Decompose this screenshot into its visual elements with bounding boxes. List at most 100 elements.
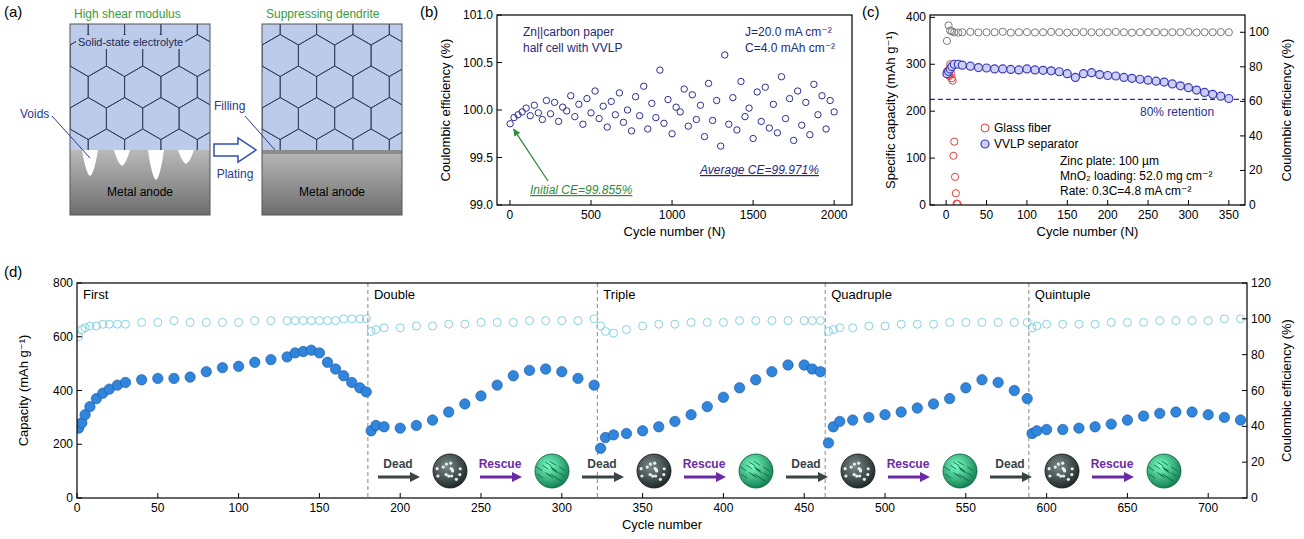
x-tick <box>509 200 510 205</box>
data-point <box>283 317 291 325</box>
data-point <box>689 92 695 98</box>
label-patch <box>585 456 618 472</box>
grain <box>197 24 210 45</box>
data-point <box>120 377 130 387</box>
series-1 <box>77 345 1246 453</box>
data-point <box>1201 88 1209 96</box>
data-point <box>519 109 525 115</box>
texture <box>857 462 860 465</box>
y-tick <box>930 64 935 65</box>
data-point <box>661 120 667 126</box>
data-point <box>429 322 437 330</box>
data-point <box>1047 67 1055 75</box>
plot-frame <box>497 15 852 205</box>
x-tick <box>561 493 562 498</box>
data-point <box>610 329 618 337</box>
data-point <box>800 317 808 325</box>
data-point <box>958 61 966 69</box>
data-point <box>531 102 537 108</box>
y2-tick <box>1240 32 1245 33</box>
data-point <box>620 119 626 125</box>
y2-tick-label: 80 <box>1251 348 1265 362</box>
grain-boundaries <box>262 24 402 150</box>
x-tick-label: 0 <box>507 208 514 222</box>
texture <box>536 467 542 471</box>
section-label: Double <box>374 287 415 302</box>
section-label: Quintuple <box>1035 287 1091 302</box>
x-tick <box>1188 200 1189 205</box>
data-point <box>831 109 837 115</box>
data-point <box>169 373 179 383</box>
y-tick-label: 400 <box>53 384 73 398</box>
data-point <box>636 113 642 119</box>
texture <box>455 478 458 481</box>
y2-tick <box>1240 101 1245 102</box>
x-tick <box>1107 200 1108 205</box>
data-point <box>778 74 784 80</box>
data-point <box>803 99 809 105</box>
grain <box>353 66 389 108</box>
data-point <box>153 373 163 383</box>
x-tick <box>1067 200 1068 205</box>
texture <box>956 474 962 478</box>
grain <box>106 98 142 140</box>
data-point <box>596 115 602 121</box>
x-tick <box>834 200 835 205</box>
data-point <box>558 317 566 325</box>
data-point <box>266 354 276 364</box>
data-point <box>685 123 691 129</box>
data-point <box>1104 29 1111 36</box>
annotation: Zinc plate: 100 µm <box>1060 154 1159 168</box>
x-tick <box>986 200 987 205</box>
data-point <box>1155 408 1165 418</box>
data-point <box>608 430 618 440</box>
data-point <box>751 375 761 385</box>
section-label: First <box>83 287 109 302</box>
data-point <box>1122 415 1132 425</box>
grain <box>371 35 402 77</box>
marks <box>507 52 837 150</box>
data-point <box>1136 75 1144 83</box>
y-tick-label: 100 <box>906 151 926 165</box>
grain <box>262 98 298 140</box>
grain <box>161 129 197 150</box>
grain <box>197 129 210 150</box>
data-point <box>595 443 605 453</box>
data-point <box>702 401 712 411</box>
texture <box>1071 467 1074 470</box>
data-point <box>1104 72 1112 80</box>
stage-label: Rescue <box>1091 457 1134 471</box>
y2-tick <box>1242 498 1247 499</box>
data-point <box>600 103 606 109</box>
data-point <box>372 326 380 334</box>
electrolyte <box>70 24 210 150</box>
data-point <box>767 366 777 376</box>
y2-tick <box>1240 66 1245 67</box>
x-tick-label: 100 <box>1017 208 1037 222</box>
data-point <box>202 318 210 326</box>
data-point <box>81 324 89 332</box>
data-point <box>1096 29 1103 36</box>
data-point <box>323 317 331 325</box>
grain <box>389 129 402 150</box>
texture <box>450 474 453 477</box>
data-point <box>461 320 469 328</box>
data-point <box>865 322 873 330</box>
data-point <box>105 320 113 328</box>
data-point <box>681 86 687 92</box>
texture <box>945 474 951 478</box>
data-point <box>315 317 323 325</box>
data-point <box>991 65 999 73</box>
data-point <box>590 315 598 323</box>
texture <box>1157 462 1163 466</box>
y2-tick <box>1242 426 1247 427</box>
data-point <box>1009 385 1019 395</box>
texture <box>659 478 662 481</box>
legend-marker <box>981 124 989 132</box>
data-point <box>944 393 954 403</box>
data-point <box>597 322 605 330</box>
data-point <box>977 375 987 385</box>
data-point <box>622 326 630 334</box>
x-tick-label: 150 <box>1057 208 1077 222</box>
texture <box>746 465 752 469</box>
